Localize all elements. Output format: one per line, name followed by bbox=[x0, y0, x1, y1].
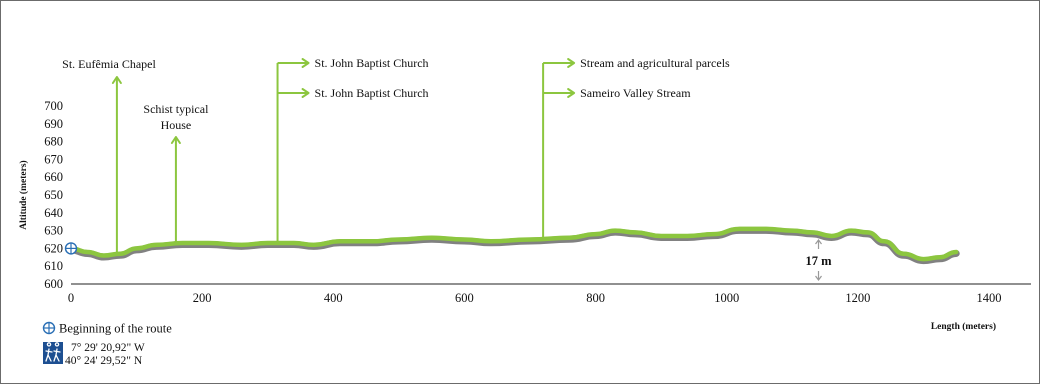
x-tick-label: 1000 bbox=[714, 291, 739, 305]
x-tick-label: 0 bbox=[68, 291, 74, 305]
y-tick-label: 620 bbox=[44, 241, 63, 255]
annotation-arrowhead bbox=[567, 88, 576, 98]
x-tick-label: 200 bbox=[193, 291, 212, 305]
chart-extras: 17 m Beginning of the route 7° 29' 20,92" … bbox=[42, 239, 832, 367]
x-tick-label: 1400 bbox=[977, 291, 1002, 305]
poi-label-line: Schist typical bbox=[143, 102, 209, 116]
annotation-arrowhead bbox=[301, 88, 310, 98]
x-axis-title: Length (meters) bbox=[931, 321, 996, 332]
y-tick-label: 670 bbox=[44, 152, 63, 166]
x-tick-label: 400 bbox=[324, 291, 343, 305]
y-tick-label: 600 bbox=[44, 277, 63, 291]
series-group bbox=[67, 226, 960, 265]
annotation-arrowhead bbox=[567, 58, 576, 68]
y-tick-label: 630 bbox=[44, 224, 63, 238]
series-line bbox=[68, 226, 959, 262]
poi-label-line: House bbox=[161, 118, 192, 132]
diff-down-arrow-icon bbox=[815, 271, 822, 281]
poi-annotations: St. Eufêmia Chapel Schist typical House St.… bbox=[62, 56, 730, 257]
hiker-figure-2 bbox=[53, 342, 61, 362]
y-tick-label: 690 bbox=[44, 117, 63, 131]
x-tick-label: 800 bbox=[586, 291, 605, 305]
x-tick-label: 1200 bbox=[845, 291, 870, 305]
diff-up-arrow-icon bbox=[815, 239, 822, 249]
y-tick-label: 640 bbox=[44, 206, 63, 220]
poi-label: Stream and agricultural parcels bbox=[580, 56, 730, 70]
legend-start-label: Beginning of the route bbox=[59, 322, 172, 336]
x-tick-label: 600 bbox=[455, 291, 474, 305]
poi-label: Sameiro Valley Stream bbox=[580, 86, 691, 100]
hiker-figure-1 bbox=[45, 342, 53, 362]
y-tick-label: 610 bbox=[44, 259, 63, 273]
y-tick-label: 700 bbox=[44, 99, 63, 113]
annotation-arrowhead bbox=[170, 136, 181, 144]
longitude-text: 7° 29' 20,92" W bbox=[71, 342, 145, 354]
poi-label: St. John Baptist Church bbox=[315, 56, 429, 70]
y-tick-label: 650 bbox=[44, 188, 63, 202]
annotation-arrowhead bbox=[301, 58, 310, 68]
poi-label: St. Eufêmia Chapel bbox=[62, 57, 156, 71]
annotation-arrowhead bbox=[111, 76, 122, 84]
y-axis-title: Altitude (meters) bbox=[18, 160, 29, 229]
poi-label: St. John Baptist Church bbox=[315, 86, 429, 100]
y-tick-label: 680 bbox=[44, 135, 63, 149]
y-tick-label: 660 bbox=[44, 170, 63, 184]
axes: 600 610 620 630 640 650 660 670 680 690 700 0 200 400… bbox=[18, 99, 1031, 332]
elevation-difference-label: 17 m bbox=[805, 254, 832, 268]
latitude-text: 40° 24' 29,52" N bbox=[65, 355, 143, 367]
